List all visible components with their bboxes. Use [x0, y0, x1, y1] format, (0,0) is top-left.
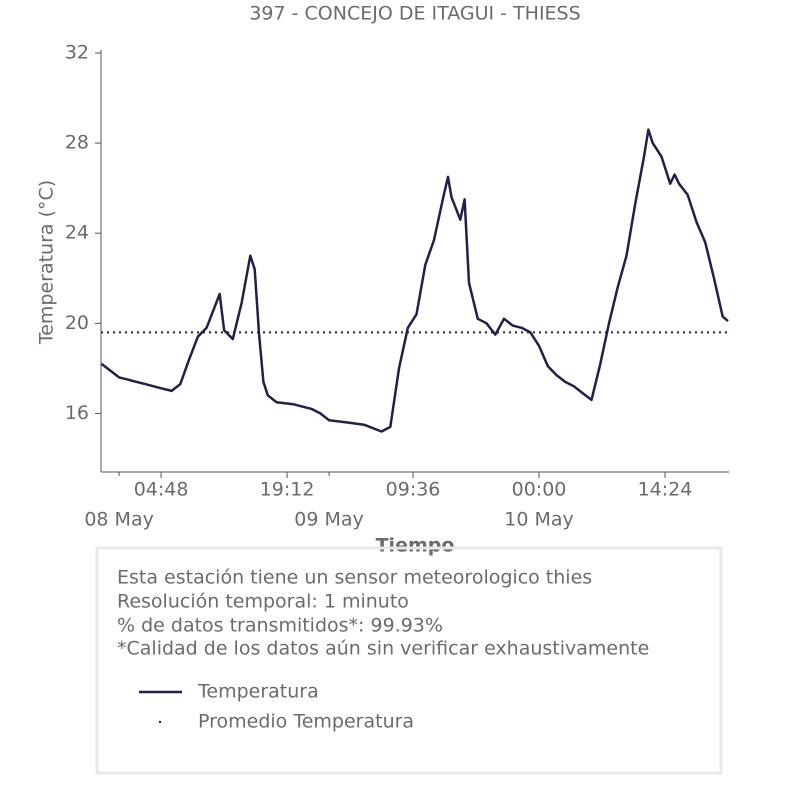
x-tick-label: 09:36 — [386, 479, 441, 501]
chart-title: 397 - CONCEJO DE ITAGUI - THIESS — [249, 3, 580, 25]
x-date-label: 09 May — [294, 509, 364, 531]
x-date-label: 10 May — [504, 509, 574, 531]
x-tick-label: 19:12 — [260, 479, 315, 501]
y-tick-label: 28 — [65, 132, 89, 154]
x-tick-label: 00:00 — [512, 479, 567, 501]
x-tick-label: 14:24 — [638, 479, 693, 501]
info-text: *Calidad de los datos aún sin verificar … — [117, 638, 649, 660]
legend-swatch — [158, 720, 162, 724]
y-tick-label: 24 — [65, 222, 89, 244]
x-axis-label: Tiempo — [376, 535, 455, 557]
y-tick-label: 16 — [65, 402, 89, 424]
y-tick-label: 32 — [65, 42, 89, 64]
legend-label: Temperatura — [197, 681, 319, 703]
temperature-line — [100, 128, 729, 433]
x-tick-label: 04:48 — [134, 479, 189, 501]
legend-label: Promedio Temperatura — [198, 711, 414, 733]
info-text: % de datos transmitidos*: 99.93% — [117, 615, 443, 637]
y-tick-label: 20 — [65, 312, 89, 334]
info-text: Esta estación tiene un sensor meteorolog… — [117, 567, 592, 589]
info-box — [95, 546, 723, 775]
info-text: Resolución temporal: 1 minuto — [117, 591, 409, 613]
x-date-label: 08 May — [84, 509, 154, 531]
y-axis-label: Temperatura (°C) — [36, 180, 58, 345]
